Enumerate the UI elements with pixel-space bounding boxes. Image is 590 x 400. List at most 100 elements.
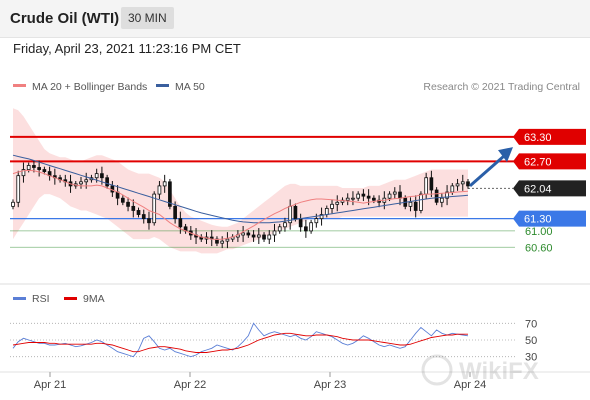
candle-body-40 xyxy=(220,240,225,244)
rsi-layer: 70 50 30 xyxy=(10,318,537,364)
candle-body-59 xyxy=(319,214,324,220)
ma9-legend-label: 9MA xyxy=(83,293,105,305)
instrument-title: Crude Oil (WTI) xyxy=(10,10,120,27)
candle-body-31 xyxy=(173,205,177,220)
candle-body-29 xyxy=(162,181,167,187)
candle-body-85 xyxy=(455,183,460,187)
candle-body-74 xyxy=(398,191,402,199)
candle-body-47 xyxy=(256,234,261,238)
forecast-arrow-line xyxy=(469,153,506,188)
chart-background xyxy=(0,61,590,400)
candle-body-60 xyxy=(324,208,329,215)
candle-body-79 xyxy=(424,177,428,195)
ma50-legend-label: MA 50 xyxy=(175,81,205,93)
candle-body-14 xyxy=(84,179,89,183)
level-tag-1 xyxy=(513,153,586,170)
candle-body-44 xyxy=(241,232,245,236)
candle-body-69 xyxy=(372,197,376,201)
candle-body-83 xyxy=(445,191,449,199)
candle-body-64 xyxy=(345,197,350,201)
x-axis-layer: Apr 21 Apr 22 Apr 23 Apr 24 xyxy=(34,372,486,391)
rsi-ma9-line xyxy=(12,332,468,353)
candle-body-87 xyxy=(466,181,470,187)
rsi-line xyxy=(12,322,469,358)
candle-body-86 xyxy=(460,181,465,185)
candle-body-78 xyxy=(419,193,423,211)
candle-body-55 xyxy=(298,218,303,228)
candle-body-56 xyxy=(304,226,308,232)
candles-layer xyxy=(11,160,470,249)
level-label-4: 61.00 xyxy=(525,226,553,238)
candle-body-61 xyxy=(330,203,334,209)
candle-body-32 xyxy=(178,218,183,228)
level-label-2: 62.04 xyxy=(524,183,552,195)
watermark-logo-icon xyxy=(421,354,453,386)
candle-body-30 xyxy=(168,181,172,207)
levels-layer xyxy=(10,135,515,248)
candle-body-84 xyxy=(450,185,455,193)
candle-body-52 xyxy=(283,222,287,228)
candle-body-19 xyxy=(110,185,115,193)
candle-body-76 xyxy=(408,201,413,207)
candle-body-21 xyxy=(120,197,125,203)
candle-body-46 xyxy=(251,234,256,238)
candle-body-62 xyxy=(335,201,340,205)
candle-body-50 xyxy=(272,230,277,236)
candle-body-57 xyxy=(309,222,313,232)
candle-body-13 xyxy=(79,181,83,185)
candle-body-66 xyxy=(356,193,361,199)
candle-body-45 xyxy=(246,232,251,236)
candle-body-1 xyxy=(16,175,21,203)
candle-body-26 xyxy=(147,218,151,224)
candle-body-25 xyxy=(141,214,146,220)
candle-body-2 xyxy=(21,169,26,177)
credit-text: Research © 2021 Trading Central xyxy=(423,81,580,93)
rsi-tick-label-2: 30 xyxy=(525,352,537,364)
level-tag-3 xyxy=(513,210,586,227)
candle-body-80 xyxy=(429,177,434,191)
watermark: WikiFX xyxy=(421,354,539,386)
rsi-tick-label-1: 50 xyxy=(525,335,537,347)
candle-body-41 xyxy=(225,238,230,242)
level-label-0: 63.30 xyxy=(524,132,552,144)
candle-body-23 xyxy=(131,205,136,211)
candle-body-28 xyxy=(157,185,162,195)
ma9-legend-swatch xyxy=(64,297,77,300)
candle-body-4 xyxy=(32,165,36,168)
x-tick-label-1: Apr 22 xyxy=(174,379,206,391)
candle-body-65 xyxy=(351,197,355,200)
candle-body-16 xyxy=(94,173,99,179)
bollinger-band-layer xyxy=(13,108,468,254)
candle-body-0 xyxy=(11,201,15,207)
candle-body-5 xyxy=(37,167,41,170)
ma20-line xyxy=(12,169,469,241)
candle-body-58 xyxy=(314,218,319,224)
rsi-legend-label: RSI xyxy=(32,293,50,305)
x-tick-label-2: Apr 23 xyxy=(314,379,346,391)
timeframe-badge[interactable]: 30 MIN xyxy=(121,7,174,29)
candle-body-17 xyxy=(100,173,104,179)
candle-body-3 xyxy=(26,165,31,170)
x-tick-label-0: Apr 21 xyxy=(34,379,66,391)
watermark-text: WikiFX xyxy=(459,358,539,385)
level-label-1: 62.70 xyxy=(524,156,552,168)
candle-body-27 xyxy=(152,193,157,224)
rsi-tick-label-0: 70 xyxy=(525,318,537,330)
candle-body-54 xyxy=(293,205,298,220)
candle-body-73 xyxy=(392,191,397,195)
candle-body-51 xyxy=(277,226,282,232)
candle-body-77 xyxy=(413,201,418,211)
moving-average-layer xyxy=(12,147,513,241)
rsi-legend-swatch xyxy=(13,297,26,300)
header-bar: Crude Oil (WTI) 30 MIN xyxy=(0,0,590,38)
level-label-3: 61.30 xyxy=(524,214,552,226)
candle-body-67 xyxy=(361,193,366,197)
ma20-legend-swatch xyxy=(13,84,26,87)
timestamp: Friday, April 23, 2021 11:23:16 PM CET xyxy=(13,41,241,56)
level-tag-2 xyxy=(513,180,586,197)
ma20-legend-label: MA 20 + Bollinger Bands xyxy=(32,81,147,93)
candle-body-72 xyxy=(387,193,392,199)
candle-body-68 xyxy=(366,195,371,199)
